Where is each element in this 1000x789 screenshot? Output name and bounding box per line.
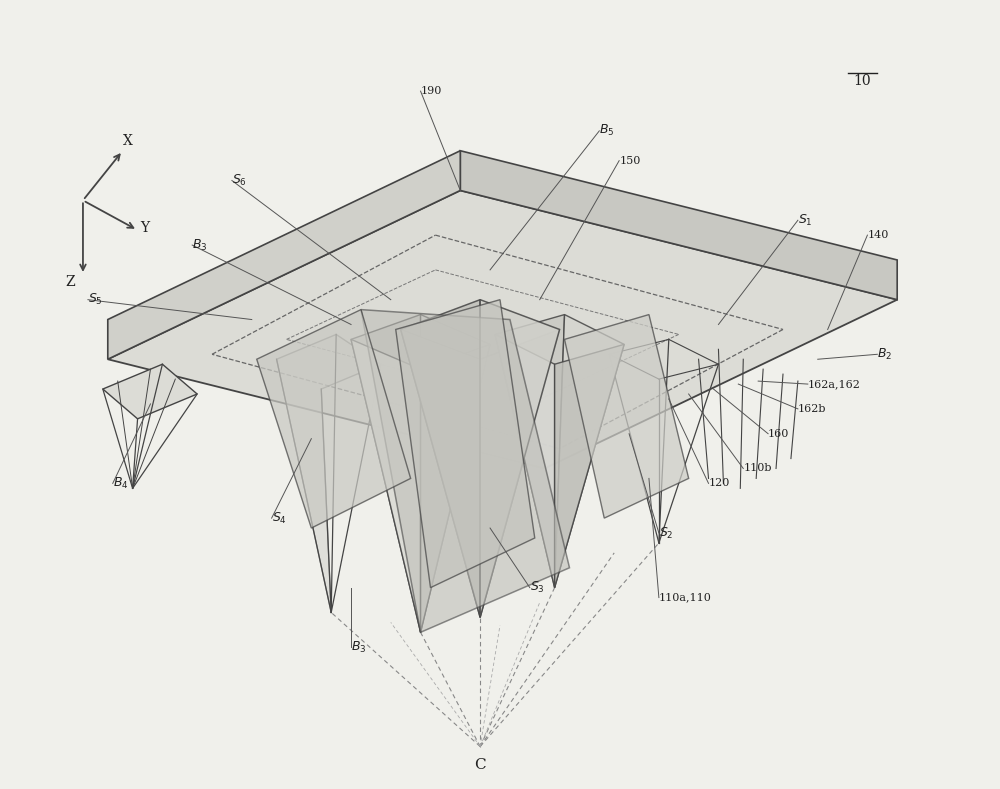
Text: C: C xyxy=(474,758,486,772)
Polygon shape xyxy=(555,344,624,588)
Text: $S_6$: $S_6$ xyxy=(232,173,247,188)
Polygon shape xyxy=(401,330,480,618)
Text: 190: 190 xyxy=(421,86,442,96)
Text: Z: Z xyxy=(65,275,75,289)
Polygon shape xyxy=(421,344,490,632)
Text: $B_2$: $B_2$ xyxy=(877,346,893,362)
Text: $B_4$: $B_4$ xyxy=(113,476,128,491)
Text: $B_3$: $B_3$ xyxy=(192,237,208,252)
Text: 160: 160 xyxy=(768,428,789,439)
Polygon shape xyxy=(480,300,560,618)
Text: $S_4$: $S_4$ xyxy=(272,510,287,525)
Text: 10: 10 xyxy=(854,74,871,88)
Polygon shape xyxy=(555,315,624,588)
Text: Y: Y xyxy=(141,221,150,235)
Polygon shape xyxy=(421,315,490,632)
Polygon shape xyxy=(108,190,897,469)
Polygon shape xyxy=(257,309,411,528)
Polygon shape xyxy=(460,151,897,300)
Text: $S_1$: $S_1$ xyxy=(798,213,813,228)
Text: 150: 150 xyxy=(619,155,641,166)
Text: $B_5$: $B_5$ xyxy=(599,123,615,138)
Text: 120: 120 xyxy=(709,478,730,488)
Polygon shape xyxy=(351,339,421,632)
Text: 110a,110: 110a,110 xyxy=(659,593,712,603)
Text: $S_2$: $S_2$ xyxy=(659,525,673,540)
Polygon shape xyxy=(565,315,689,518)
Polygon shape xyxy=(351,315,421,632)
Text: X: X xyxy=(123,134,133,148)
Polygon shape xyxy=(495,335,555,588)
Polygon shape xyxy=(103,365,197,419)
Text: 162a,162: 162a,162 xyxy=(808,379,861,389)
Text: $S_5$: $S_5$ xyxy=(88,292,103,307)
Polygon shape xyxy=(277,335,381,612)
Text: $B_3$: $B_3$ xyxy=(351,640,367,655)
Polygon shape xyxy=(401,300,480,618)
Text: 140: 140 xyxy=(867,230,889,240)
Text: 110b: 110b xyxy=(743,463,772,473)
Polygon shape xyxy=(361,309,570,632)
Polygon shape xyxy=(480,330,560,618)
Polygon shape xyxy=(108,151,460,359)
Text: 162b: 162b xyxy=(798,404,826,414)
Polygon shape xyxy=(396,300,535,588)
Text: $S_3$: $S_3$ xyxy=(530,580,545,595)
Polygon shape xyxy=(495,315,565,588)
